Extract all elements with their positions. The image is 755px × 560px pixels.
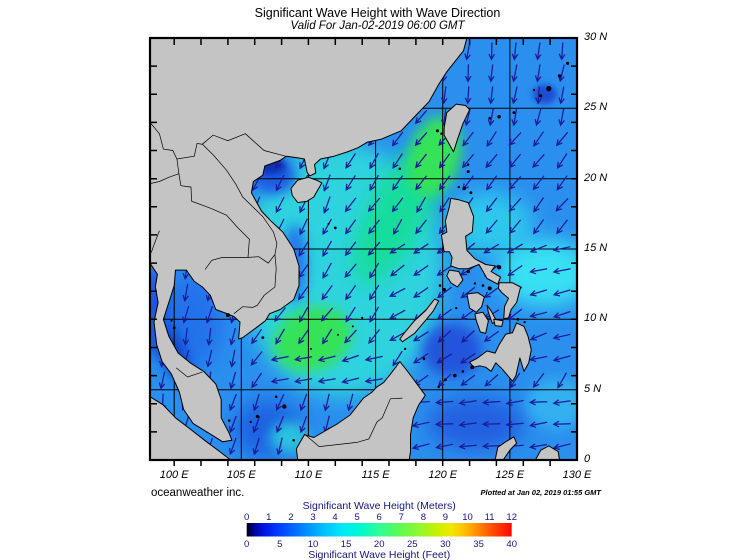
colorbar-legend: Significant Wave Height (Meters)0 1 2 3 4 5 6 7… bbox=[244, 500, 517, 560]
credit-oceanweather: oceanweather inc. bbox=[151, 487, 245, 499]
lat-label: 30 N bbox=[584, 31, 608, 43]
lon-label: 105 E bbox=[226, 469, 256, 481]
lat-label: 5 N bbox=[584, 382, 602, 395]
colorbar-title-meters: Significant Wave Height (Meters) bbox=[303, 500, 456, 512]
meters-tick-label: 4 bbox=[332, 512, 337, 523]
meters-tick-label: 3 bbox=[310, 512, 315, 523]
feet-tick-label: 0 bbox=[244, 539, 249, 550]
meters-tick-label: 1 bbox=[266, 512, 271, 523]
meters-tick-label: 0 bbox=[244, 512, 249, 523]
lat-label: 15 N bbox=[584, 242, 608, 254]
lat-label: 0 bbox=[584, 453, 591, 465]
lon-label: 110 E bbox=[294, 469, 323, 481]
meters-tick-label: 9 bbox=[443, 512, 448, 523]
lon-label: 130 E bbox=[562, 469, 592, 481]
meters-tick-label: 12 bbox=[506, 512, 517, 523]
colorbar-title-feet: Significant Wave Height (Feet) bbox=[308, 549, 450, 560]
wave-map bbox=[148, 36, 579, 466]
lon-label: 125 E bbox=[495, 469, 525, 481]
feet-tick-label: 35 bbox=[473, 539, 484, 550]
meters-tick-label: 5 bbox=[354, 512, 359, 523]
meters-tick-label: 8 bbox=[421, 512, 426, 523]
meters-tick-label: 7 bbox=[399, 512, 404, 523]
plotted-timestamp: Plotted at Jan 02, 2019 01:55 GMT bbox=[480, 488, 601, 497]
lon-label: 120 E bbox=[428, 469, 458, 481]
feet-tick-label: 25 bbox=[407, 539, 418, 550]
country-borders bbox=[150, 122, 403, 447]
feet-tick-label: 20 bbox=[374, 539, 385, 550]
lat-label: 25 N bbox=[584, 101, 608, 114]
meters-tick-label: 6 bbox=[377, 512, 382, 523]
chart-title: Significant Wave Height with Wave Direct… bbox=[254, 6, 501, 20]
lon-label: 100 E bbox=[159, 469, 189, 481]
map-frame bbox=[148, 36, 579, 462]
feet-tick-label: 30 bbox=[440, 539, 451, 550]
feet-tick-label: 10 bbox=[308, 539, 319, 550]
colorbar-gradient bbox=[246, 523, 512, 537]
chart-subtitle: Valid For Jan-02-2019 06:00 GMT bbox=[290, 20, 465, 32]
meters-tick-label: 11 bbox=[485, 512, 495, 523]
lat-label: 20 N bbox=[584, 171, 608, 184]
meters-tick-label: 2 bbox=[288, 512, 293, 523]
axis-ticks bbox=[151, 39, 576, 466]
landmasses bbox=[150, 38, 560, 460]
lon-label: 115 E bbox=[361, 469, 390, 481]
small-islands bbox=[170, 61, 570, 442]
lat-label: 10 N bbox=[584, 312, 608, 325]
feet-tick-label: 5 bbox=[277, 539, 282, 550]
feet-tick-label: 15 bbox=[341, 539, 352, 550]
meters-tick-label: 10 bbox=[462, 512, 473, 523]
feet-tick-label: 40 bbox=[506, 539, 517, 550]
